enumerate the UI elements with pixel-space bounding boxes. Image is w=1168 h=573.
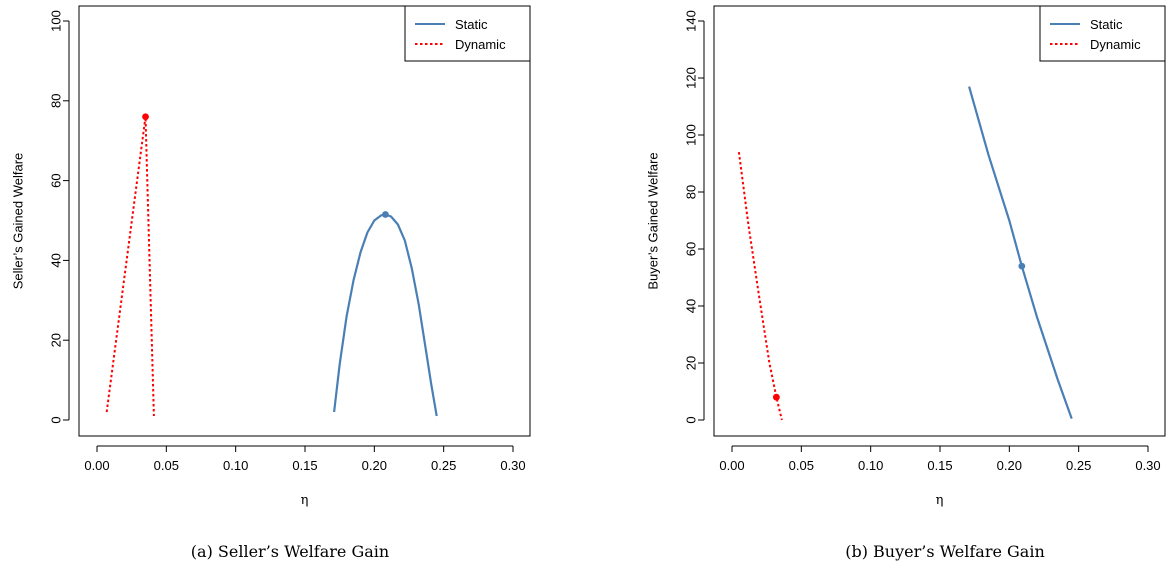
x-axis-title: η xyxy=(936,493,944,508)
y-tick-label: 80 xyxy=(683,185,698,199)
caption-buyer-welfare-gain: (b) Buyer’s Welfare Gain xyxy=(845,542,1045,561)
x-tick-label: 0.30 xyxy=(500,458,525,473)
x-tick-label: 0.20 xyxy=(997,458,1022,473)
y-axis-title: Seller’s Gained Welfare xyxy=(10,153,25,290)
x-tick-label: 0.20 xyxy=(362,458,387,473)
y-tick-label: 0 xyxy=(683,416,698,423)
y-tick-label: 40 xyxy=(48,253,63,267)
y-tick-label: 20 xyxy=(48,333,63,347)
x-axis-title: η xyxy=(301,493,309,508)
y-tick-label: 0 xyxy=(48,416,63,423)
series-line-static xyxy=(968,86,1073,419)
series-marker-static xyxy=(1018,262,1026,270)
y-tick-label: 140 xyxy=(683,10,698,32)
legend-label-static: Static xyxy=(455,17,488,32)
y-tick-label: 40 xyxy=(683,299,698,313)
y-axis-title: Buyer’s Gained Welfare xyxy=(645,152,660,289)
y-tick-label: 80 xyxy=(48,94,63,108)
series-line-dynamic xyxy=(737,151,783,421)
series-marker-static xyxy=(382,211,389,218)
series-line-static xyxy=(333,213,438,417)
x-tick-label: 0.05 xyxy=(154,458,179,473)
plot-frame xyxy=(78,5,531,437)
x-tick-label: 0.25 xyxy=(431,458,456,473)
y-tick-label: 60 xyxy=(683,242,698,256)
y-tick-label: 60 xyxy=(48,173,63,187)
x-tick-label: 0.15 xyxy=(292,458,317,473)
legend-box xyxy=(1039,5,1166,62)
seller-welfare-chart: 0.00 0.05 0.10 0.15 0.20 0.25 0.30 0 20 40 60 80 100… xyxy=(10,5,531,508)
legend-box xyxy=(404,5,531,62)
x-tick-label: 0.10 xyxy=(223,458,248,473)
series-line-dynamic xyxy=(105,115,155,417)
series-marker-dynamic xyxy=(772,393,780,401)
x-tick-label: 0.05 xyxy=(789,458,814,473)
x-tick-label: 0.25 xyxy=(1066,458,1091,473)
y-tick-label: 20 xyxy=(683,356,698,370)
y-tick-label: 100 xyxy=(48,10,63,32)
legend-label-static: Static xyxy=(1090,17,1123,32)
x-tick-label: 0.15 xyxy=(927,458,952,473)
buyer-welfare-chart: 0.00 0.05 0.10 0.15 0.20 0.25 0.30 0 20 40 60 80 100… xyxy=(645,5,1166,508)
x-tick-label: 0.00 xyxy=(719,458,744,473)
x-tick-label: 0.30 xyxy=(1135,458,1160,473)
legend-label-dynamic: Dynamic xyxy=(455,37,506,52)
plot-frame xyxy=(713,5,1166,437)
x-tick-label: 0.10 xyxy=(858,458,883,473)
legend-label-dynamic: Dynamic xyxy=(1090,37,1141,52)
y-tick-label: 100 xyxy=(683,124,698,146)
caption-seller-welfare-gain: (a) Seller’s Welfare Gain xyxy=(190,542,390,561)
series-marker-dynamic xyxy=(142,113,149,121)
y-tick-label: 120 xyxy=(683,67,698,89)
x-tick-label: 0.00 xyxy=(84,458,109,473)
